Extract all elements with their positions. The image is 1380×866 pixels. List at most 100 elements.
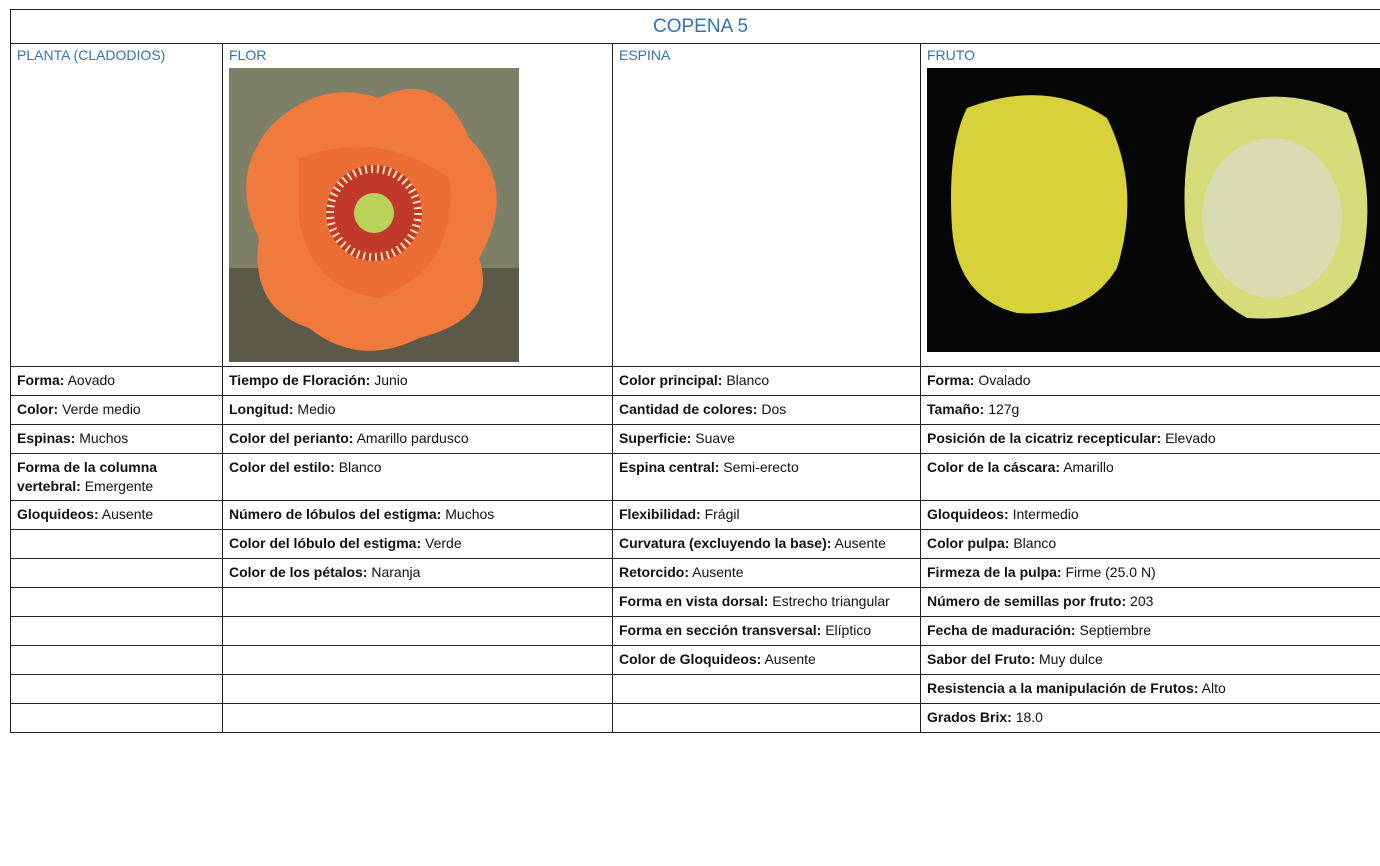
trait-value: Blanco — [726, 372, 770, 388]
trait-cell: Grados Brix: 18.0 — [919, 703, 1380, 733]
trait-cell: Forma: Aovado — [10, 366, 223, 396]
trait-row: Gloquideos: Ausente Número de lóbulos del… — [10, 500, 1380, 530]
trait-cell: Número de semillas por fruto: 203 — [919, 587, 1380, 617]
header-text: PLANTA (CLADODIOS) — [17, 47, 166, 63]
trait-row: Resistencia a la manipulación de Frutos:… — [10, 674, 1380, 704]
flower-photo — [229, 68, 519, 362]
trait-label: Cantidad de colores: — [619, 401, 758, 417]
header-text: ESPINA — [619, 47, 671, 63]
trait-cell — [10, 645, 223, 675]
trait-label: Número de semillas por fruto: — [927, 593, 1127, 609]
trait-cell — [222, 587, 613, 617]
trait-cell: Color principal: Blanco — [612, 366, 921, 396]
trait-label: Número de lóbulos del estigma: — [229, 506, 442, 522]
trait-row: Color del lóbulo del estigma: Verde Curva… — [10, 529, 1380, 559]
trait-value: Aovado — [67, 372, 116, 388]
trait-value: 18.0 — [1015, 709, 1043, 725]
trait-cell: Color del estilo: Blanco — [222, 453, 613, 501]
trait-row: Espinas: Muchos Color del perianto: Amari… — [10, 424, 1380, 454]
trait-label: Grados Brix: — [927, 709, 1012, 725]
trait-value: Muchos — [79, 430, 129, 446]
trait-label: Posición de la cicatriz recepticular: — [927, 430, 1162, 446]
trait-cell — [10, 616, 223, 646]
trait-value: Frágil — [704, 506, 740, 522]
trait-value: Estrecho triangular — [772, 593, 890, 609]
trait-cell — [222, 674, 613, 704]
trait-label: Tiempo de Floración: — [229, 372, 371, 388]
trait-label: Color de Gloquideos: — [619, 651, 762, 667]
trait-cell: Color pulpa: Blanco — [919, 529, 1380, 559]
column-header: FLOR — [222, 43, 613, 367]
trait-value: Semi-erecto — [723, 459, 799, 475]
trait-cell: Forma en vista dorsal: Estrecho triangul… — [612, 587, 921, 617]
trait-label: Longitud: — [229, 401, 294, 417]
column-header: FRUTO — [919, 43, 1380, 367]
trait-row: Forma de la columna vertebral: Emergente… — [10, 453, 1380, 501]
trait-cell: Color de Gloquideos: Ausente — [612, 645, 921, 675]
trait-value: Muchos — [445, 506, 495, 522]
trait-cell: Espinas: Muchos — [10, 424, 223, 454]
trait-cell: Gloquideos: Ausente — [10, 500, 223, 530]
trait-label: Forma: — [17, 372, 65, 388]
trait-cell — [612, 703, 921, 733]
trait-label: Forma en vista dorsal: — [619, 593, 769, 609]
trait-cell: Forma de la columna vertebral: Emergente — [10, 453, 223, 501]
trait-cell: Posición de la cicatriz recepticular: El… — [919, 424, 1380, 454]
trait-label: Fecha de maduración: — [927, 622, 1076, 638]
trait-label: Color: — [17, 401, 59, 417]
trait-row: Forma: Aovado Tiempo de Floración: Junio C… — [10, 366, 1380, 396]
trait-value: Intermedio — [1012, 506, 1079, 522]
trait-label: Forma en sección transversal: — [619, 622, 822, 638]
trait-label: Firmeza de la pulpa: — [927, 564, 1062, 580]
trait-cell — [222, 616, 613, 646]
trait-cell — [10, 558, 223, 588]
trait-value: Ausente — [764, 651, 816, 667]
column-header: PLANTA (CLADODIOS) — [10, 43, 223, 367]
trait-cell: Número de lóbulos del estigma: Muchos — [222, 500, 613, 530]
trait-value: 203 — [1130, 593, 1154, 609]
trait-row: Grados Brix: 18.0 — [10, 703, 1380, 733]
trait-label: Retorcido: — [619, 564, 689, 580]
trait-label: Color de la cáscara: — [927, 459, 1061, 475]
trait-row: Color de los pétalos: Naranja Retorcido: … — [10, 558, 1380, 588]
trait-value: Blanco — [1013, 535, 1057, 551]
trait-value: Elíptico — [825, 622, 872, 638]
trait-cell: Color del perianto: Amarillo pardusco — [222, 424, 613, 454]
trait-cell: Cantidad de colores: Dos — [612, 395, 921, 425]
trait-cell — [10, 529, 223, 559]
trait-row: Forma en sección transversal: Elíptico Fe… — [10, 616, 1380, 646]
trait-cell — [612, 674, 921, 704]
column-header: ESPINA — [612, 43, 921, 367]
trait-label: Resistencia a la manipulación de Frutos: — [927, 680, 1199, 696]
trait-cell — [10, 703, 223, 733]
trait-value: Suave — [695, 430, 735, 446]
header-text: FRUTO — [927, 47, 975, 63]
trait-cell: Color de los pétalos: Naranja — [222, 558, 613, 588]
trait-label: Color principal: — [619, 372, 723, 388]
trait-value: Emergente — [84, 478, 154, 494]
trait-value: Junio — [374, 372, 408, 388]
trait-cell: Espina central: Semi-erecto — [612, 453, 921, 501]
trait-cell: Gloquideos: Intermedio — [919, 500, 1380, 530]
trait-value: Blanco — [338, 459, 382, 475]
trait-row: Forma en vista dorsal: Estrecho triangul… — [10, 587, 1380, 617]
trait-label: Forma de la columna vertebral: — [17, 459, 158, 494]
trait-label: Color del perianto: — [229, 430, 354, 446]
trait-label: Superficie: — [619, 430, 692, 446]
trait-cell: Firmeza de la pulpa: Firme (25.0 N) — [919, 558, 1380, 588]
trait-label: Forma: — [927, 372, 975, 388]
trait-cell: Tamaño: 127g — [919, 395, 1380, 425]
trait-label: Color pulpa: — [927, 535, 1010, 551]
trait-label: Espinas: — [17, 430, 76, 446]
trait-value: Ausente — [101, 506, 154, 522]
trait-cell: Tiempo de Floración: Junio — [222, 366, 613, 396]
trait-label: Sabor del Fruto: — [927, 651, 1036, 667]
trait-value: Ausente — [834, 535, 886, 551]
trait-cell: Curvatura (excluyendo la base): Ausente — [612, 529, 921, 559]
trait-value: Septiembre — [1079, 622, 1152, 638]
trait-cell: Color del lóbulo del estigma: Verde — [222, 529, 613, 559]
trait-value: Medio — [297, 401, 336, 417]
trait-value: Verde — [425, 535, 462, 551]
trait-value: Ausente — [692, 564, 744, 580]
